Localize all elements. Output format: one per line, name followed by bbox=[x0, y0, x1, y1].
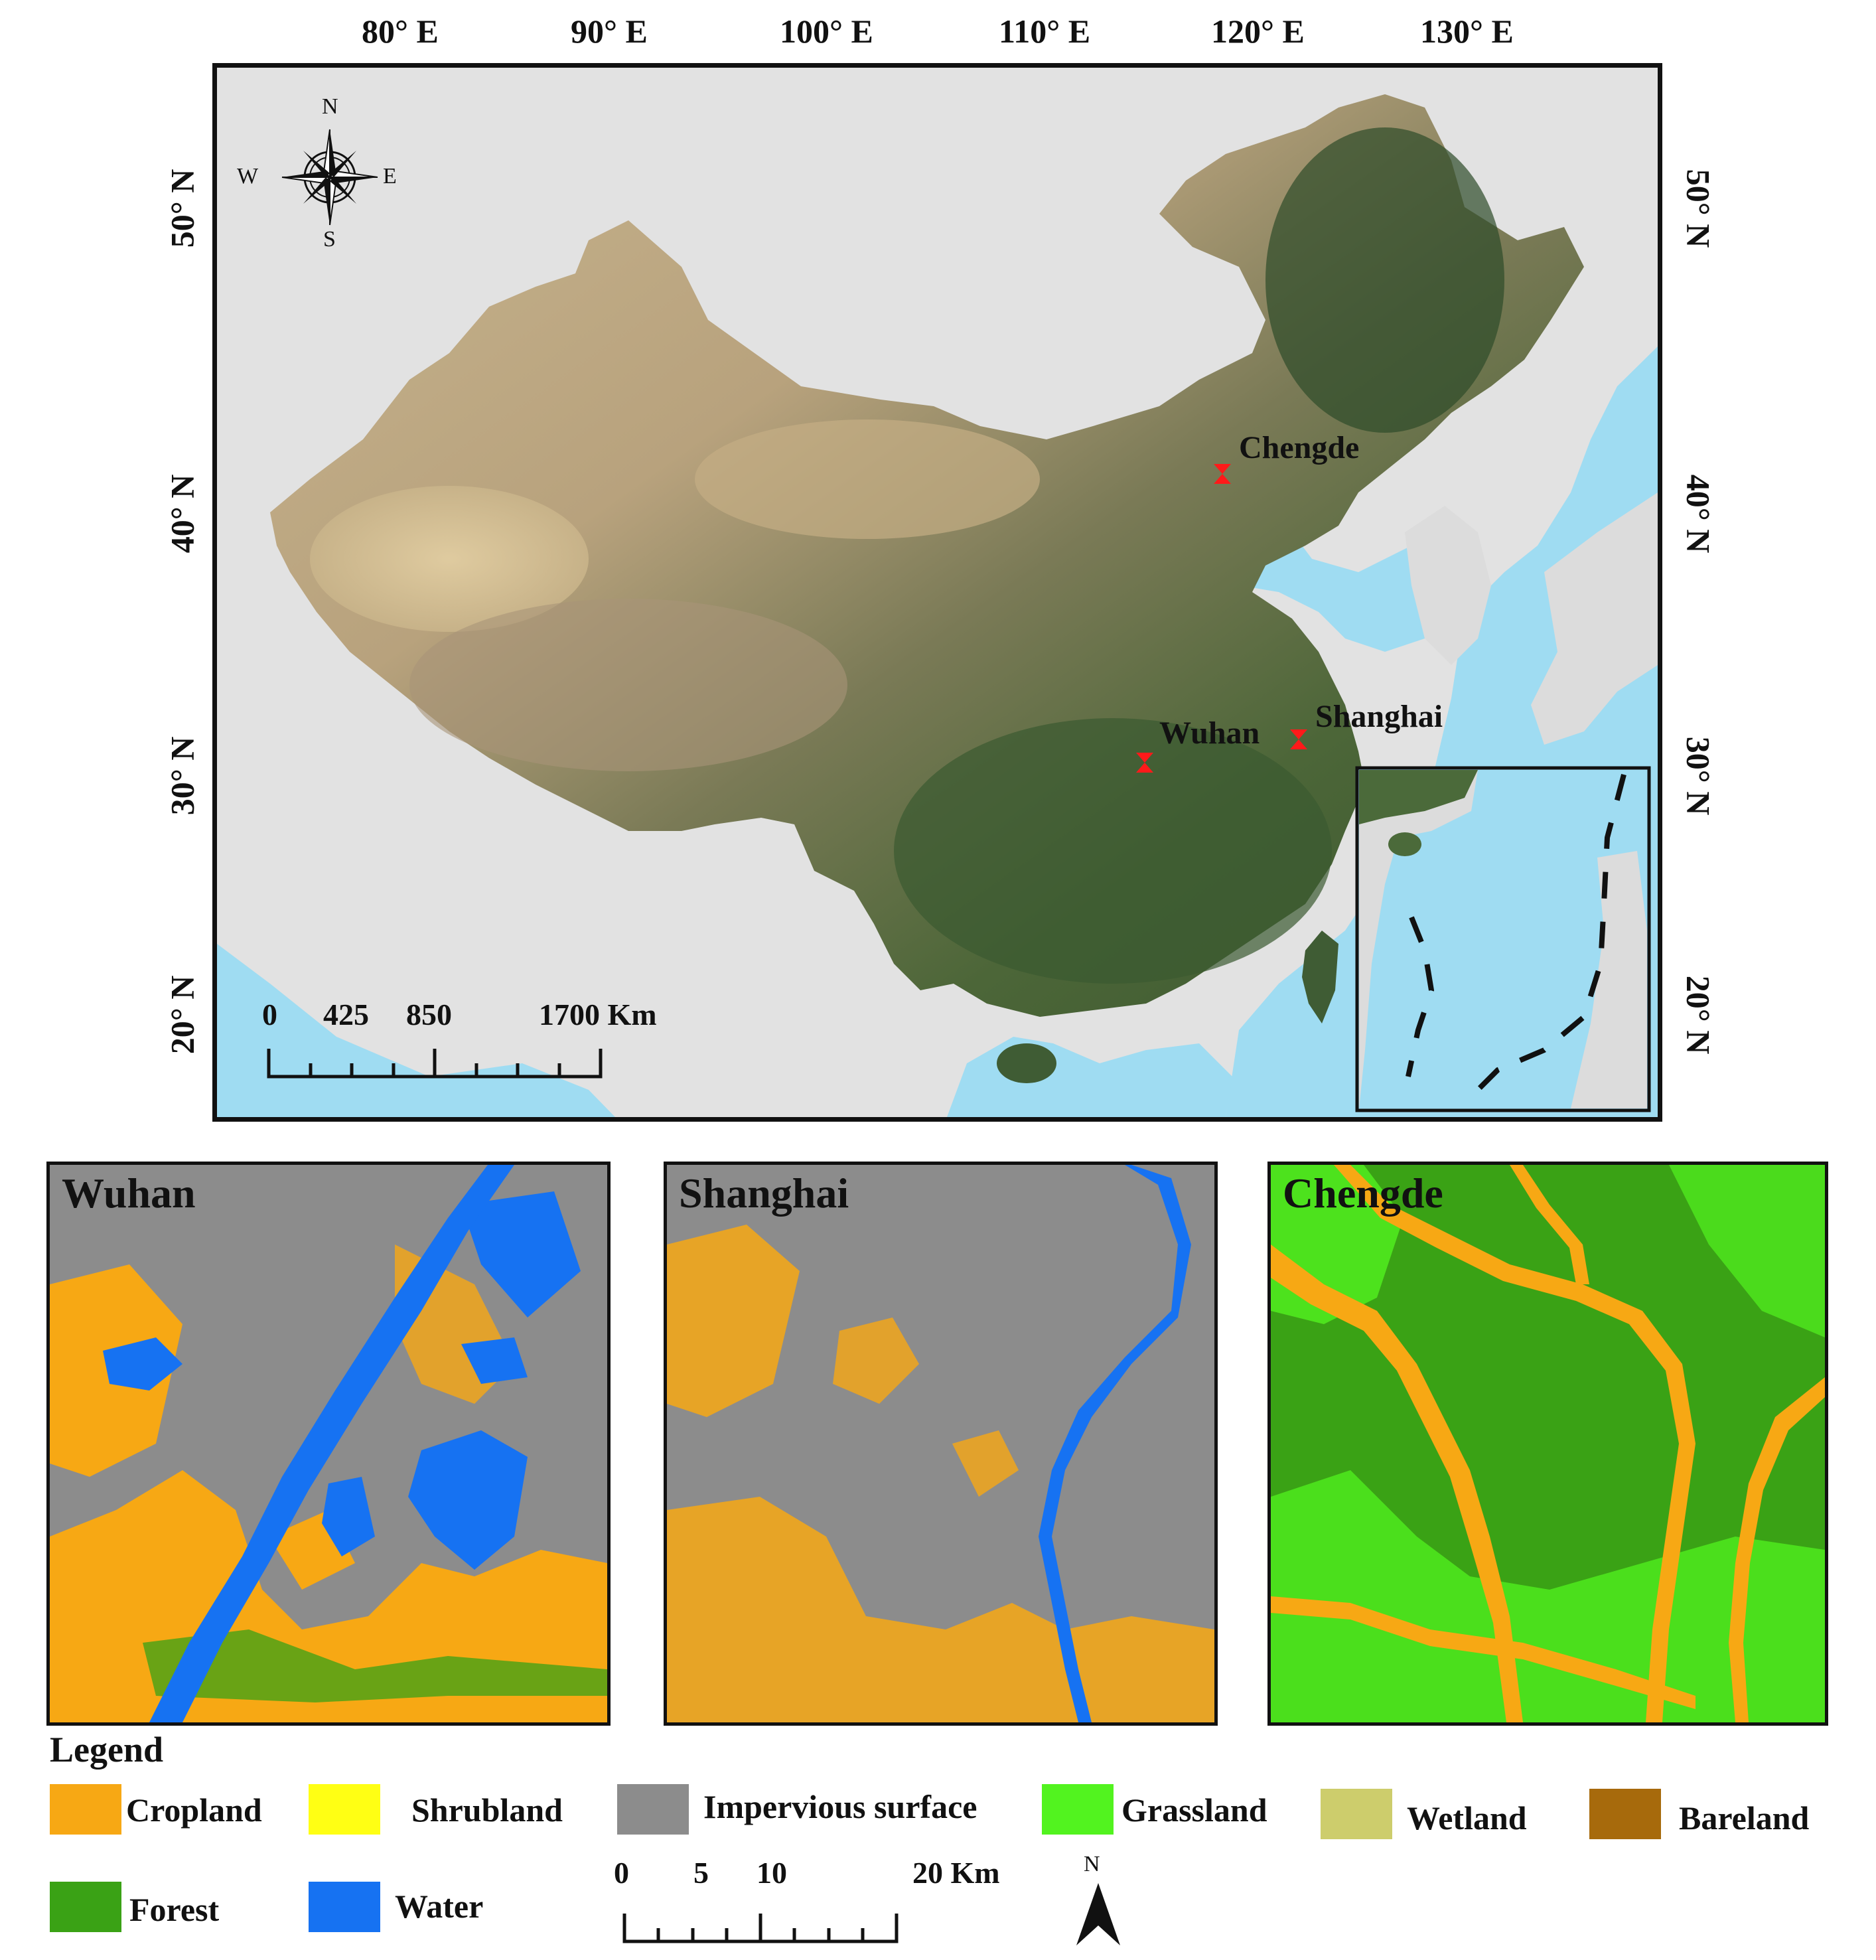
legend-swatch-water bbox=[309, 1882, 380, 1932]
north-arrow-label: N bbox=[1084, 1852, 1100, 1876]
compass-rose-icon bbox=[281, 129, 378, 226]
lat-label-left-20: 20° N bbox=[163, 975, 201, 1055]
lat-label-right-50: 50° N bbox=[1680, 169, 1717, 248]
taiwan bbox=[1302, 931, 1338, 1023]
legend-label-impervious: Impervious surface bbox=[703, 1788, 977, 1825]
legend-swatch-forest bbox=[50, 1882, 121, 1932]
lat-label-right-20: 20° N bbox=[1680, 975, 1717, 1055]
legend-swatch-bareland bbox=[1589, 1789, 1661, 1839]
panel-title-shanghai: Shanghai bbox=[679, 1169, 849, 1217]
legend-label-grassland: Grassland bbox=[1121, 1791, 1267, 1829]
panel-title-chengde: Chengde bbox=[1283, 1169, 1443, 1217]
bay-of-bengal bbox=[217, 944, 615, 1117]
northeast-forest bbox=[1265, 127, 1504, 433]
inset-china-coast bbox=[1359, 770, 1478, 824]
legend-scale-bar bbox=[622, 1914, 899, 1943]
legend-swatch-wetland bbox=[1321, 1789, 1392, 1839]
lat-label-left-50: 50° N bbox=[163, 169, 201, 248]
legend-label-wetland: Wetland bbox=[1407, 1799, 1527, 1837]
taklamakan-desert bbox=[310, 486, 589, 632]
north-arrow-icon bbox=[1076, 1883, 1120, 1945]
main-scale-label-850: 850 bbox=[406, 998, 452, 1031]
lon-label-90: 90° E bbox=[571, 13, 648, 50]
panel-shanghai: Shanghai bbox=[664, 1162, 1218, 1726]
gulf-of-tonkin bbox=[947, 1037, 1232, 1117]
shanghai-landcover-map bbox=[667, 1165, 1214, 1722]
legend-scale-label-10: 10 bbox=[757, 1856, 787, 1890]
compass-w-label: W bbox=[237, 164, 259, 188]
city-label-chengde: Chengde bbox=[1239, 430, 1360, 465]
compass-s-label: S bbox=[323, 227, 336, 252]
panel-chengde: Chengde bbox=[1267, 1162, 1828, 1726]
compass-e-label: E bbox=[383, 164, 397, 188]
south-forest bbox=[894, 718, 1332, 984]
legend-label-forest: Forest bbox=[129, 1891, 220, 1928]
main-scale-bar bbox=[267, 1049, 603, 1079]
legend-scale-label-0: 0 bbox=[614, 1856, 629, 1890]
wuhan-marker-icon bbox=[1136, 753, 1153, 773]
lon-label-80: 80° E bbox=[362, 13, 439, 50]
nine-dash-line bbox=[1406, 773, 1626, 1105]
legend-label-cropland: Cropland bbox=[126, 1791, 262, 1829]
main-scale-label-0: 0 bbox=[262, 998, 277, 1031]
legend-label-bareland: Bareland bbox=[1679, 1799, 1810, 1837]
legend-swatch-impervious bbox=[617, 1784, 689, 1835]
hainan bbox=[997, 1043, 1056, 1083]
lat-label-right-30: 30° N bbox=[1680, 736, 1717, 816]
gobi-desert bbox=[695, 419, 1040, 539]
legend-title: Legend bbox=[50, 1730, 164, 1770]
lat-label-right-40: 40° N bbox=[1680, 474, 1717, 554]
lon-label-100: 100° E bbox=[780, 13, 873, 50]
wuhan-landcover-map bbox=[50, 1165, 607, 1722]
panel-wuhan: Wuhan bbox=[46, 1162, 611, 1726]
legend-label-water: Water bbox=[395, 1888, 484, 1925]
legend-swatch-shrubland bbox=[309, 1784, 380, 1835]
city-label-wuhan: Wuhan bbox=[1159, 716, 1260, 751]
legend-label-shrubland: Shrubland bbox=[411, 1791, 563, 1829]
legend-swatch-grassland bbox=[1042, 1784, 1114, 1835]
city-label-shanghai: Shanghai bbox=[1315, 699, 1443, 734]
main-scale-label-425: 425 bbox=[323, 998, 369, 1031]
legend-scale-label-5: 5 bbox=[693, 1856, 709, 1890]
lon-label-120: 120° E bbox=[1211, 13, 1305, 50]
lat-label-left-30: 30° N bbox=[163, 736, 201, 816]
lon-label-130: 130° E bbox=[1420, 13, 1514, 50]
tibetan-plateau bbox=[409, 599, 847, 771]
inset-hainan bbox=[1388, 832, 1421, 856]
panel-title-wuhan: Wuhan bbox=[62, 1169, 196, 1217]
shanghai-marker-icon bbox=[1290, 729, 1307, 749]
chengde-landcover-map bbox=[1271, 1165, 1825, 1722]
legend-scale-label-20: 20 Km bbox=[912, 1856, 1000, 1890]
main-map-svg bbox=[217, 94, 1658, 1117]
lat-label-left-40: 40° N bbox=[163, 474, 201, 554]
korea-japan-land bbox=[1405, 492, 1658, 745]
compass-n-label: N bbox=[322, 94, 338, 119]
main-scale-label-1700: 1700 Km bbox=[539, 998, 657, 1031]
legend-swatch-cropland bbox=[50, 1784, 121, 1835]
chengde-marker-icon bbox=[1214, 464, 1231, 484]
lon-label-110: 110° E bbox=[999, 13, 1091, 50]
main-map-frame: N S W E Chengde Wuhan Shanghai 0 425 850… bbox=[212, 63, 1662, 1122]
